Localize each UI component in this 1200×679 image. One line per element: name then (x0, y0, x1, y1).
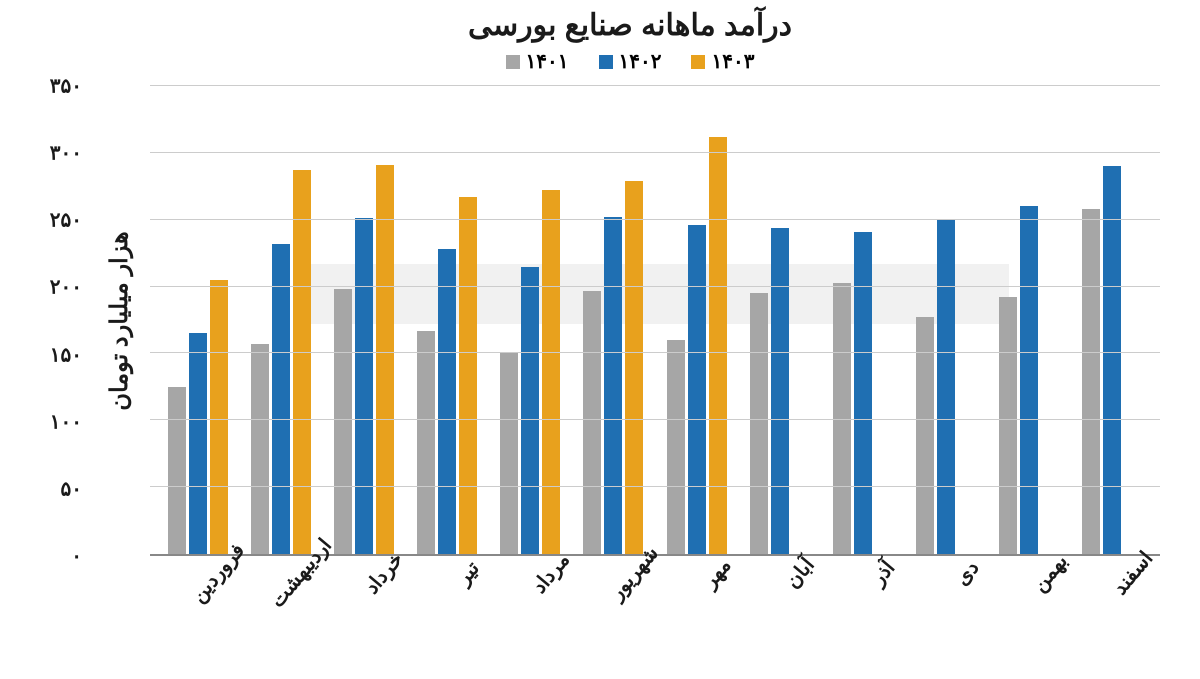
bar (251, 344, 269, 554)
bar (583, 291, 601, 554)
y-tick-label: ۵۰ (61, 476, 82, 501)
bar (1020, 206, 1038, 554)
bar (667, 340, 685, 554)
month-group (905, 86, 988, 554)
legend-label: ۱۴۰۱ (526, 49, 569, 74)
y-tick-label: ۲۵۰ (50, 208, 82, 233)
legend-swatch (691, 55, 705, 69)
month-group (322, 86, 405, 554)
bar (438, 249, 456, 554)
gridline (150, 85, 1160, 86)
y-tick-label: ۳۵۰ (50, 74, 82, 99)
month-group (489, 86, 572, 554)
bar (771, 228, 789, 554)
month-group (572, 86, 655, 554)
bar (521, 267, 539, 554)
bar (417, 331, 435, 554)
bar (750, 293, 768, 554)
chart-legend: ۱۴۰۱ ۱۴۰۲ ۱۴۰۳ (100, 49, 1160, 74)
legend-item: ۱۴۰۲ (599, 49, 662, 74)
bar (293, 170, 311, 554)
legend-swatch (599, 55, 613, 69)
legend-swatch (506, 55, 520, 69)
bar (376, 165, 394, 554)
y-tick-label: ۲۰۰ (50, 275, 82, 300)
month-group (738, 86, 821, 554)
bar (168, 387, 186, 554)
bar (604, 217, 622, 554)
month-group (821, 86, 904, 554)
bar (937, 220, 955, 554)
bar (625, 181, 643, 554)
bar (1082, 209, 1100, 554)
month-group (406, 86, 489, 554)
y-axis-ticks: ۰۵۰۱۰۰۱۵۰۲۰۰۲۵۰۳۰۰۳۵۰ (90, 86, 140, 556)
bar (688, 225, 706, 554)
bar (500, 353, 518, 554)
gridline (150, 352, 1160, 353)
bar (334, 289, 352, 554)
gridline (150, 486, 1160, 487)
bar (999, 297, 1017, 554)
chart-title: درآمد ماهانه صنایع بورسی (100, 8, 1160, 43)
bars-region (150, 86, 1160, 554)
legend-item: ۱۴۰۱ (506, 49, 569, 74)
month-group (156, 86, 239, 554)
plot-area (150, 86, 1160, 556)
y-tick-label: ۱۵۰ (50, 342, 82, 367)
gridline (150, 152, 1160, 153)
y-tick-label: ۱۰۰ (50, 409, 82, 434)
bar (210, 280, 228, 554)
bar (854, 232, 872, 554)
bar (709, 137, 727, 554)
bar (355, 218, 373, 554)
gridline (150, 286, 1160, 287)
month-group (988, 86, 1071, 554)
month-group (1071, 86, 1154, 554)
bar (833, 283, 851, 554)
month-group (655, 86, 738, 554)
gridline (150, 219, 1160, 220)
bar (1103, 166, 1121, 554)
legend-label: ۱۴۰۳ (711, 49, 754, 74)
chart-container: درآمد ماهانه صنایع بورسی ۱۴۰۱ ۱۴۰۲ ۱۴۰۳ هز… (0, 0, 1200, 679)
bar (272, 244, 290, 554)
y-tick-label: ۳۰۰ (50, 141, 82, 166)
bar (189, 333, 207, 554)
x-axis-labels: فروردیناردیبهشتخردادتیرمردادشهریورمهرآبا… (150, 556, 1160, 646)
gridline (150, 419, 1160, 420)
month-group (239, 86, 322, 554)
legend-item: ۱۴۰۳ (691, 49, 754, 74)
bar (542, 190, 560, 554)
y-tick-label: ۰ (71, 544, 82, 569)
legend-label: ۱۴۰۲ (619, 49, 662, 74)
bar (459, 197, 477, 554)
plot-wrap: هزار میلیارد تومان ۰۵۰۱۰۰۱۵۰۲۰۰۲۵۰۳۰۰۳۵۰ (100, 86, 1160, 556)
